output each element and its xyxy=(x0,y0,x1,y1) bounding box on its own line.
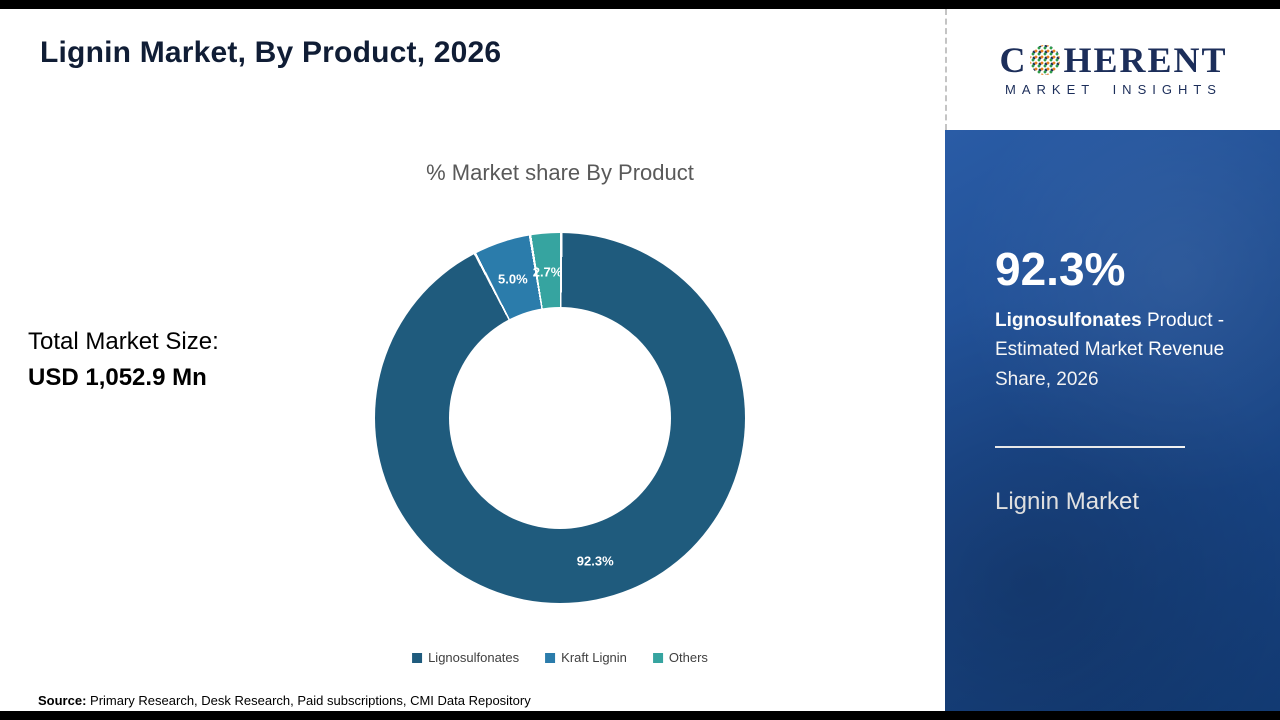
highlight-value: 92.3% xyxy=(995,243,1126,295)
brand-wordmark: C HERENT xyxy=(999,42,1227,78)
right-sidebar: C HERENT MARKET INSIGHTS 92.3% Lignosulf… xyxy=(945,9,1280,711)
legend-swatch-others xyxy=(652,652,663,663)
highlight-category: Lignosulfonates xyxy=(995,310,1142,331)
donut-hole xyxy=(449,307,671,529)
legend-item-lignosulfonates: Lignosulfonates xyxy=(412,650,519,665)
brand-subtitle: MARKET INSIGHTS xyxy=(1005,82,1222,97)
source-text: Primary Research, Desk Research, Paid su… xyxy=(86,693,531,708)
highlight-description: Lignosulfonates Product - Estimated Mark… xyxy=(995,306,1235,394)
panel-title: Lignin Market xyxy=(995,488,1140,516)
legend-label-kraft-lignin: Kraft Lignin xyxy=(561,650,627,665)
brand-logo: C HERENT MARKET INSIGHTS xyxy=(945,9,1280,130)
slice-label-kraft-lignin: 5.0% xyxy=(497,271,528,287)
bottom-border xyxy=(0,711,1280,720)
source-note: Source: Primary Research, Desk Research,… xyxy=(38,693,531,708)
slice-label-lignosulfonates: 92.3% xyxy=(576,553,614,569)
legend-label-others: Others xyxy=(668,650,708,665)
slice-label-others: 2.7% xyxy=(532,264,563,280)
legend-label-lignosulfonates: Lignosulfonates xyxy=(428,650,520,665)
legend-swatch-kraft-lignin xyxy=(545,652,556,663)
brand-letters-herent: HERENT xyxy=(1063,40,1228,80)
total-market-size: Total Market Size: USD 1,052.9 Mn xyxy=(28,328,219,392)
legend-swatch-lignosulfonates xyxy=(412,652,423,663)
source-label: Source: xyxy=(38,693,87,708)
legend-item-kraft-lignin: Kraft Lignin xyxy=(545,650,627,665)
page-title: Lignin Market, By Product, 2026 xyxy=(40,36,502,69)
total-market-size-value: USD 1,052.9 Mn xyxy=(28,364,207,391)
globe-icon xyxy=(1030,45,1061,75)
highlight-panel: 92.3% Lignosulfonates Product - Estimate… xyxy=(945,130,1280,711)
donut-chart: 92.3% 5.0% 2.7% xyxy=(375,233,745,603)
divider-line xyxy=(995,446,1185,449)
brand-letter-c: C xyxy=(999,40,1028,80)
highlight-rest: Product - Estimated Market Revenue Share… xyxy=(995,310,1225,390)
chart-title: % Market share By Product xyxy=(426,160,694,185)
chart-legend: Lignosulfonates Kraft Lignin Others xyxy=(412,650,708,665)
total-market-size-label: Total Market Size: xyxy=(28,328,219,355)
legend-item-others: Others xyxy=(652,650,708,665)
top-border xyxy=(0,0,1280,9)
